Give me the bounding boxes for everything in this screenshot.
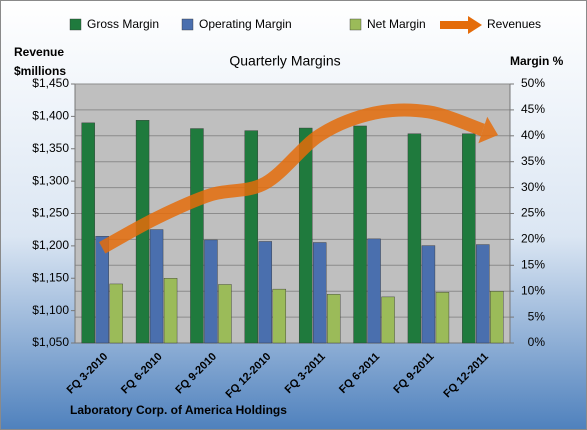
- bar: [353, 125, 367, 344]
- bar: [95, 236, 109, 344]
- bar: [81, 122, 95, 344]
- bar: [381, 296, 395, 344]
- legend-swatch: [69, 18, 82, 31]
- bar: [298, 127, 313, 344]
- y-tick-label: $1,300: [32, 173, 69, 187]
- y-tick-label: $1,100: [32, 303, 69, 317]
- y-tick-label: $1,150: [32, 270, 69, 284]
- chart-title: Quarterly Margins: [229, 53, 340, 69]
- legend-swatch: [181, 18, 194, 31]
- y2-tick-label: 50%: [521, 76, 545, 90]
- legend-label: Net Margin: [367, 17, 426, 31]
- bar: [312, 242, 327, 344]
- revenue-line: [99, 103, 486, 254]
- y2-tick-label: 30%: [521, 180, 545, 194]
- y-tick-label: $1,350: [32, 141, 69, 155]
- bar: [421, 245, 436, 344]
- bar: [109, 283, 123, 344]
- y-tick-label: $1,200: [32, 238, 69, 252]
- bar: [326, 294, 341, 344]
- y-tick-label: $1,250: [32, 206, 69, 220]
- y2-tick-label: 10%: [521, 283, 545, 297]
- bar: [367, 238, 381, 344]
- bar: [218, 284, 232, 344]
- bar: [244, 130, 259, 344]
- y2-tick-label: 40%: [521, 128, 545, 142]
- bar: [204, 239, 218, 344]
- legend-label: Operating Margin: [199, 17, 292, 31]
- arrow-head: [478, 116, 498, 144]
- y-tick-label: $1,450: [32, 76, 69, 90]
- y-tick-label: $1,050: [32, 335, 69, 349]
- legend-label: Gross Margin: [87, 17, 159, 31]
- bar: [407, 133, 422, 344]
- bar: [258, 241, 273, 344]
- bar: [163, 278, 178, 344]
- bar: [490, 291, 504, 344]
- y2-tick-label: 5%: [528, 309, 546, 323]
- y2-tick-label: 20%: [521, 232, 545, 246]
- bar: [435, 292, 450, 344]
- bar: [149, 229, 164, 344]
- legend-arrow: [468, 16, 482, 34]
- y2-tick-label: 0%: [528, 335, 546, 349]
- legend-swatch: [349, 18, 362, 31]
- bar: [476, 244, 490, 344]
- y-tick-label: $1,400: [32, 109, 69, 123]
- y2-axis-label: Margin %: [510, 54, 564, 68]
- bar: [190, 128, 204, 344]
- bar: [462, 133, 476, 344]
- y2-tick-label: 25%: [521, 206, 545, 220]
- legend-label: Revenues: [487, 17, 541, 31]
- y2-tick-label: 35%: [521, 154, 545, 168]
- y-axis-label: Revenue $millions: [14, 45, 67, 78]
- footer: Laboratory Corp. of America Holdings: [70, 403, 287, 417]
- y2-tick-label: 45%: [521, 102, 545, 116]
- y2-tick-label: 15%: [521, 257, 545, 271]
- bar: [272, 288, 287, 344]
